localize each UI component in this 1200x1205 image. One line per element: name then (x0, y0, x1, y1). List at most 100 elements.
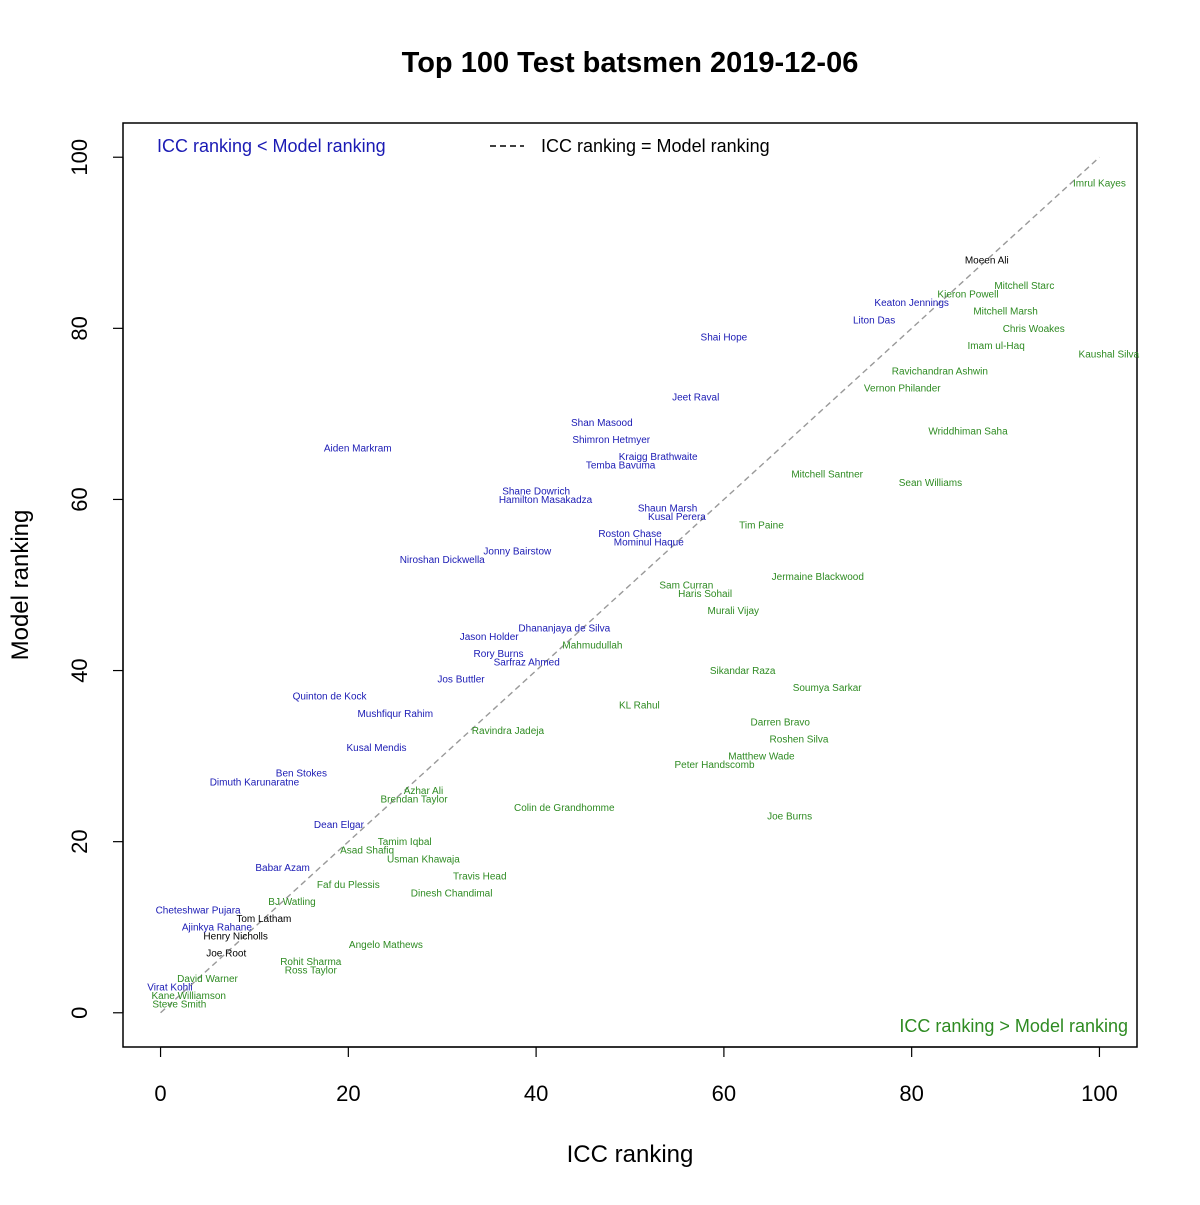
point-label: Kraigg Brathwaite (619, 452, 698, 463)
point-label: Usman Khawaja (387, 854, 460, 865)
point-label: Quinton de Kock (293, 692, 368, 703)
point-label: Jeet Raval (672, 392, 719, 403)
point-label: Moeen Ali (965, 255, 1009, 266)
point-label: Roston Chase (598, 529, 662, 540)
legend-label: ICC ranking = Model ranking (541, 136, 770, 156)
x-tick-label: 40 (524, 1081, 548, 1106)
point-label: Ajinkya Rahane (182, 923, 252, 934)
point-label: Asad Shafiq (340, 846, 394, 857)
point-label: Imam ul-Haq (968, 341, 1025, 352)
point-label: Hamilton Masakadza (499, 495, 593, 506)
y-tick-label: 20 (67, 829, 92, 853)
annotation-bottom-right: ICC ranking > Model ranking (899, 1016, 1128, 1036)
point-label: Tom Latham (236, 914, 291, 925)
x-tick-label: 60 (712, 1081, 736, 1106)
point-label: Mitchell Marsh (973, 307, 1037, 318)
point-label: Azhar Ali (404, 786, 443, 797)
point-label: Ross Taylor (285, 966, 338, 977)
point-label: Soumya Sarkar (793, 683, 863, 694)
x-axis-label: ICC ranking (567, 1141, 694, 1168)
point-label: Jermaine Blackwood (772, 572, 864, 583)
annotation-top-left: ICC ranking < Model ranking (157, 136, 386, 156)
point-label: Mahmudullah (562, 640, 622, 651)
x-tick-label: 20 (336, 1081, 360, 1106)
point-label: Brendan Taylor (381, 794, 449, 805)
point-label: Dimuth Karunaratne (210, 777, 300, 788)
reference-line (160, 156, 1100, 1014)
point-label: Angelo Mathews (349, 940, 423, 951)
point-label: Tamim Iqbal (378, 837, 432, 848)
point-label: Shan Masood (571, 418, 633, 429)
point-label: Joe Burns (767, 812, 812, 823)
point-label: Matthew Wade (728, 752, 795, 763)
point-label: Vernon Philander (864, 384, 941, 395)
point-label: Kieron Powell (937, 290, 998, 301)
y-axis-label: Model ranking (7, 510, 34, 661)
point-label: BJ Watling (268, 897, 315, 908)
x-axis: 0 20 40 60 80 100 (154, 1046, 1118, 1106)
point-label: Ravindra Jadeja (472, 726, 545, 737)
point-label: Kusal Perera (648, 512, 706, 523)
point-label: Wriddhiman Saha (928, 427, 1008, 438)
x-tick-label: 0 (154, 1081, 166, 1106)
point-label: Faf du Plessis (317, 880, 380, 891)
point-label: Kaushal Silva (1079, 350, 1140, 361)
point-label: Ravichandran Ashwin (892, 367, 988, 378)
y-tick-label: 80 (67, 316, 92, 340)
point-label: Steve Smith (152, 1000, 206, 1011)
y-tick-label: 40 (67, 658, 92, 682)
point-label: Rory Burns (474, 649, 524, 660)
point-label: Jonny Bairstow (483, 546, 552, 557)
point-label: Henry Nicholls (203, 931, 267, 942)
point-label: Chris Woakes (1003, 324, 1065, 335)
point-label: Liton Das (853, 315, 895, 326)
point-label: Kane Williamson (151, 991, 225, 1002)
point-label: Rohit Sharma (280, 957, 342, 968)
y-tick-label: 60 (67, 487, 92, 511)
point-label: Jason Holder (460, 632, 520, 643)
point-label: Ben Stokes (276, 769, 327, 780)
point-label: Roshen Silva (770, 735, 829, 746)
point-label: Niroshan Dickwella (400, 555, 485, 566)
point-label: Dean Elgar (314, 820, 365, 831)
y-tick-label: 100 (67, 139, 92, 176)
point-label: Shane Dowrich (502, 486, 570, 497)
point-label: Haris Sohail (678, 589, 732, 600)
point-label: David Warner (177, 974, 238, 985)
point-label: Keaton Jennings (874, 298, 949, 309)
point-label: Virat Kohli (147, 983, 192, 994)
point-label: Shai Hope (701, 332, 748, 343)
point-label: Darren Bravo (750, 717, 810, 728)
point-label: Shimron Hetmyer (572, 435, 650, 446)
reference-legend: ICC ranking = Model ranking (490, 136, 770, 156)
point-label: Mitchell Santner (791, 469, 863, 480)
point-label: Kusal Mendis (346, 743, 406, 754)
point-label: Dhananjaya de Silva (518, 623, 610, 634)
x-tick-label: 100 (1081, 1081, 1118, 1106)
y-tick-label: 0 (67, 1007, 92, 1019)
point-label: Tim Paine (739, 521, 784, 532)
point-label: Aiden Markram (324, 444, 392, 455)
y-axis: 0 20 40 60 80 100 (67, 139, 124, 1019)
point-label: Peter Handscomb (674, 760, 754, 771)
point-label: Colin de Grandhomme (514, 803, 615, 814)
chart-title: Top 100 Test batsmen 2019-12-06 (402, 47, 859, 79)
point-label: Cheteshwar Pujara (156, 906, 241, 917)
point-label: Murali Vijay (708, 606, 760, 617)
point-label: Mitchell Starc (994, 281, 1054, 292)
point-label: Sam Curran (659, 581, 713, 592)
point-label: Joe Root (206, 948, 246, 959)
point-label: Jos Buttler (437, 675, 485, 686)
point-label: Sean Williams (899, 478, 962, 489)
point-label: Sikandar Raza (710, 666, 776, 677)
point-label: Mominul Haque (614, 538, 684, 549)
x-tick-label: 80 (899, 1081, 923, 1106)
point-label: Sarfraz Ahmed (494, 658, 560, 669)
point-label: Dinesh Chandimal (411, 889, 493, 900)
point-label: Babar Azam (255, 863, 309, 874)
point-label: Temba Bavuma (586, 461, 656, 472)
point-label: Shaun Marsh (638, 504, 697, 515)
